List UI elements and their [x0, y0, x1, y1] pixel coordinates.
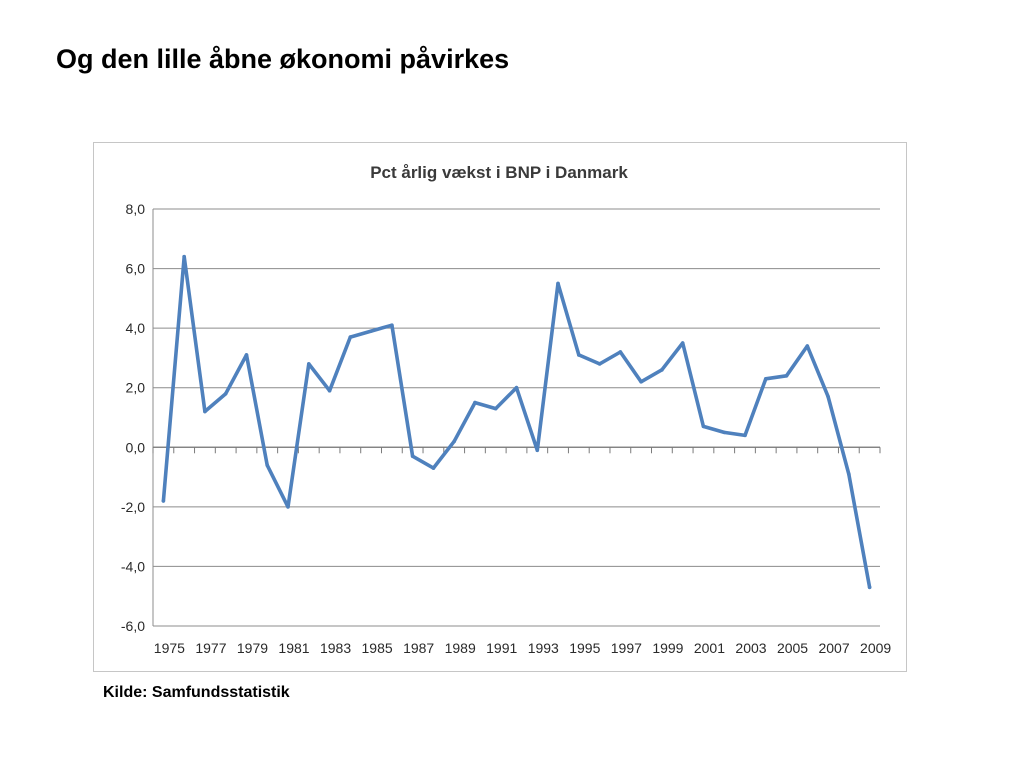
data-point [556, 281, 560, 286]
data-point [369, 329, 373, 333]
y-tick-label: 0,0 [126, 439, 146, 455]
y-tick-labels: 8,0 6,0 4,0 2,0 0,0 -2,0 -4,0 -6,0 [121, 201, 145, 634]
data-point [577, 353, 581, 357]
data-point [514, 385, 519, 390]
data-point [431, 466, 436, 470]
data-point [784, 374, 789, 378]
x-tick-label: 1981 [278, 640, 309, 656]
x-tick-label: 1995 [569, 640, 600, 656]
axes [152, 209, 881, 626]
data-point [826, 394, 830, 399]
x-tick-label: 1989 [445, 640, 476, 656]
data-point [701, 424, 706, 429]
data-point [410, 454, 415, 459]
data-point [743, 433, 747, 438]
data-point [847, 472, 851, 476]
data-point [286, 505, 290, 509]
y-tick-label: -4,0 [121, 558, 145, 574]
x-tick-label: 2005 [777, 640, 808, 656]
slide-title: Og den lille åbne økonomi påvirkes [56, 44, 510, 74]
data-point [161, 499, 166, 503]
data-point [244, 353, 249, 357]
data-point [722, 430, 727, 435]
data-point [327, 388, 332, 393]
data-point [203, 409, 207, 414]
data-point [805, 344, 810, 348]
x-tick-label: 2009 [860, 640, 891, 656]
gridlines [153, 208, 880, 627]
data-point [452, 439, 456, 444]
data-point [390, 323, 394, 327]
x-tick-label: 1979 [237, 640, 268, 656]
x-tick-label: 1993 [528, 640, 559, 656]
y-tick-label: 2,0 [126, 380, 146, 396]
x-tick-label: 1975 [154, 640, 185, 656]
source-note: Kilde: Samfundsstatistik [103, 684, 290, 701]
data-point [535, 448, 540, 453]
data-point [660, 368, 664, 372]
data-point [493, 406, 498, 411]
data-point [763, 376, 768, 381]
line-chart: Pct årlig vækst i BNP i Danmark 8,0 6,0 4,… [121, 163, 892, 656]
chart-title: Pct årlig vækst i BNP i Danmark [370, 163, 628, 182]
data-point [306, 362, 311, 366]
x-tick-label: 1997 [611, 640, 642, 656]
series-layer [161, 254, 872, 590]
x-tick-label: 1985 [362, 640, 393, 656]
x-tick-label: 1977 [195, 640, 226, 656]
y-tick-label: 6,0 [126, 261, 146, 277]
data-point [597, 362, 602, 366]
data-point [223, 391, 228, 396]
x-tick-label: 2007 [818, 640, 849, 656]
y-tick-label: 4,0 [126, 320, 146, 336]
data-point [680, 341, 685, 345]
data-point [639, 379, 643, 384]
y-tick-label: -2,0 [121, 499, 145, 515]
chart-frame: Pct årlig vækst i BNP i Danmark 8,0 6,0 4,… [93, 142, 907, 672]
data-point [867, 585, 872, 590]
data-point [618, 350, 623, 354]
x-tick-label: 1987 [403, 640, 434, 656]
data-point [348, 335, 353, 339]
y-tick-label: -6,0 [121, 618, 145, 634]
x-tick-label: 2001 [694, 640, 725, 656]
x-tick-label: 2003 [735, 640, 766, 656]
data-point [182, 254, 186, 259]
y-tick-label: 8,0 [126, 201, 146, 217]
x-tick-labels: 1975 1977 1979 1981 1983 1985 1987 1989 1991 1993… [154, 640, 892, 656]
x-tick-label: 1999 [652, 640, 683, 656]
data-point [265, 463, 270, 467]
x-tick-label: 1983 [320, 640, 351, 656]
data-point [473, 400, 477, 405]
x-tick-label: 1991 [486, 640, 517, 656]
series-line [161, 254, 872, 590]
